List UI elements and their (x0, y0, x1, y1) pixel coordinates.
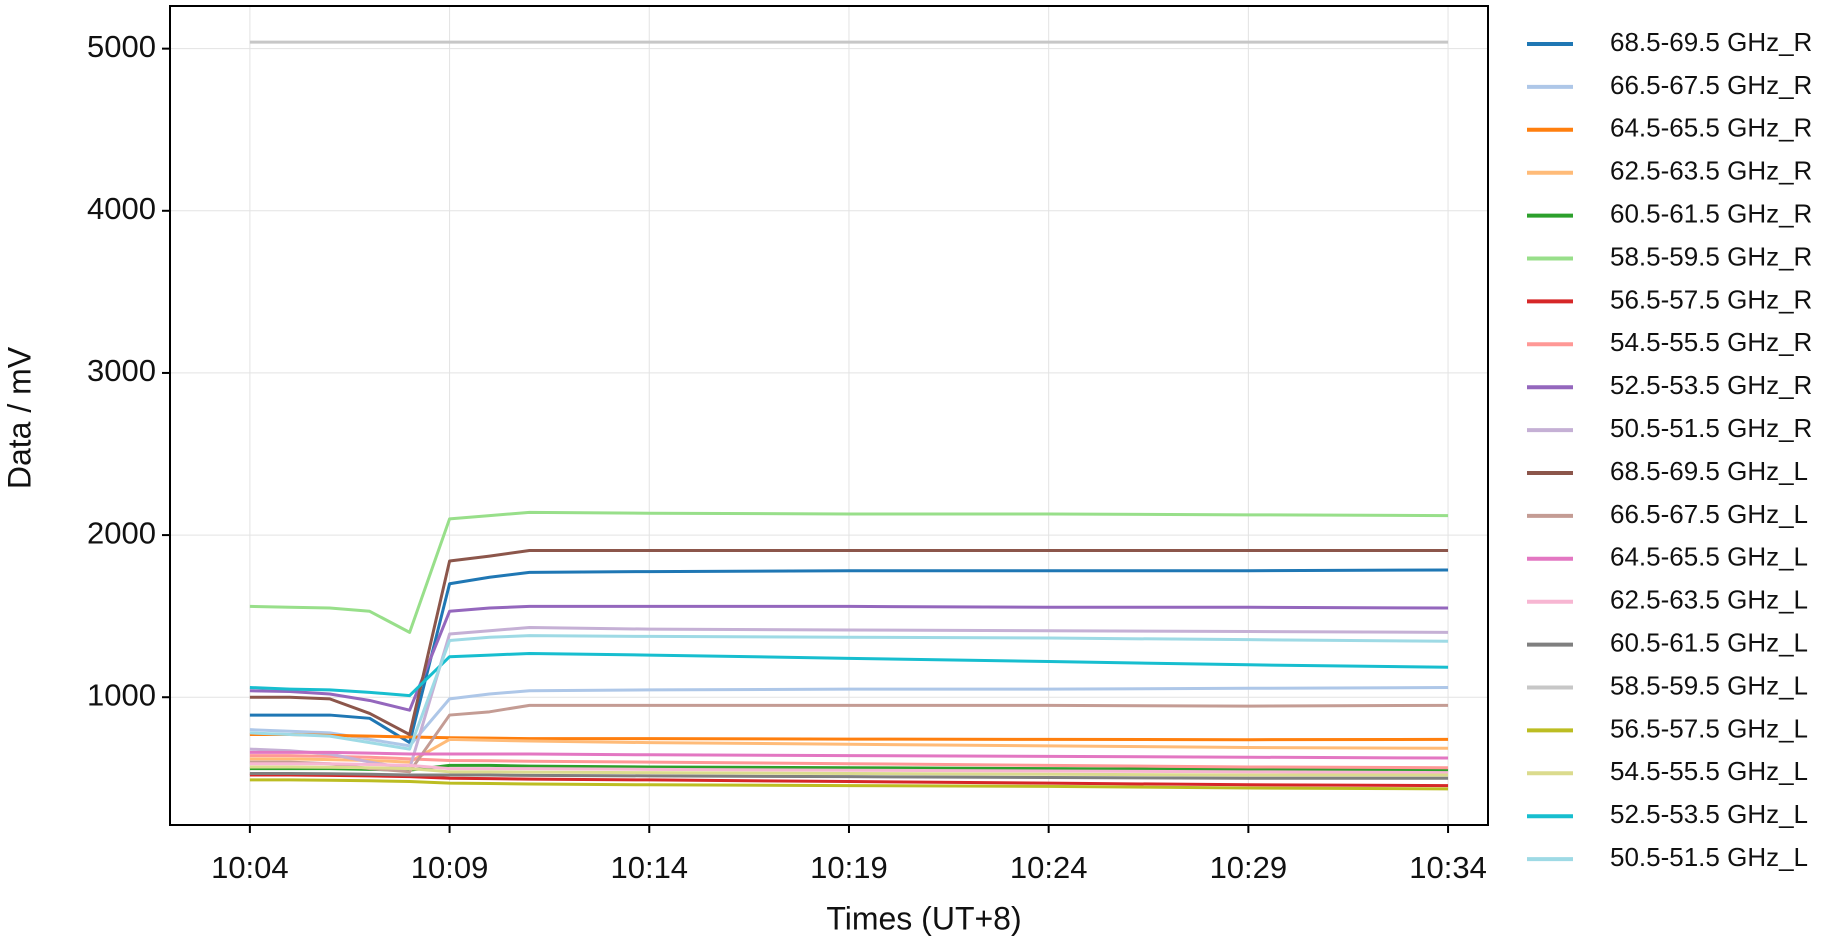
series-line (249, 510, 1449, 634)
legend-label: 60.5-61.5 GHz_L (1610, 627, 1808, 657)
legend-label: 68.5-69.5 GHz_R (1610, 27, 1812, 57)
legend-label: 58.5-59.5 GHz_R (1610, 241, 1812, 271)
series-line (249, 686, 1449, 748)
series-line (249, 634, 1449, 751)
x-axis-label: Times (UT+8) (826, 900, 1021, 936)
legend-label: 62.5-63.5 GHz_R (1610, 156, 1812, 186)
legend-label: 56.5-57.5 GHz_R (1610, 284, 1812, 314)
series-line (249, 651, 1449, 698)
x-tick-label: 10:19 (810, 850, 888, 885)
y-tick-label: 4000 (87, 191, 156, 226)
legend-label: 52.5-53.5 GHz_L (1610, 799, 1808, 829)
x-tick-label: 10:14 (610, 850, 688, 885)
legend-label: 62.5-63.5 GHz_L (1610, 585, 1808, 615)
legend-label: 50.5-51.5 GHz_L (1610, 842, 1808, 872)
series-line (249, 750, 1449, 760)
legend-label: 50.5-51.5 GHz_R (1610, 413, 1812, 443)
x-tick-label: 10:09 (411, 850, 489, 885)
legend-label: 68.5-69.5 GHz_L (1610, 456, 1808, 486)
series-line (249, 626, 1449, 771)
x-tick-label: 10:24 (1010, 850, 1088, 885)
legend-label: 64.5-65.5 GHz_L (1610, 542, 1808, 572)
legend-label: 66.5-67.5 GHz_L (1610, 499, 1808, 529)
series-line (249, 762, 1449, 775)
x-tick-label: 10:29 (1210, 850, 1288, 885)
x-tick-label: 10:34 (1409, 850, 1487, 885)
series-line (249, 604, 1449, 712)
y-axis-label: Data / mV (1, 346, 37, 489)
y-tick-label: 1000 (87, 677, 156, 712)
legend-label: 64.5-65.5 GHz_R (1610, 113, 1812, 143)
series-line (249, 568, 1449, 745)
legend-label: 54.5-55.5 GHz_R (1610, 327, 1812, 357)
series-line (249, 765, 1449, 777)
y-tick-label: 5000 (87, 29, 156, 64)
legend-label: 60.5-61.5 GHz_R (1610, 198, 1812, 228)
legend-label: 66.5-67.5 GHz_R (1610, 70, 1812, 100)
series-line (249, 548, 1449, 737)
series-line (249, 771, 1449, 780)
series-line (249, 737, 1449, 764)
y-tick-label: 2000 (87, 515, 156, 550)
plot-frame (169, 5, 1489, 826)
x-tick-label: 10:04 (211, 850, 289, 885)
legend-label: 58.5-59.5 GHz_L (1610, 670, 1808, 700)
legend-label: 52.5-53.5 GHz_R (1610, 370, 1812, 400)
series-line (249, 778, 1449, 791)
y-tick-label: 3000 (87, 353, 156, 388)
series-line (249, 754, 1449, 770)
legend-label: 56.5-57.5 GHz_L (1610, 713, 1808, 743)
series-line (249, 773, 1449, 788)
legend-label: 54.5-55.5 GHz_L (1610, 756, 1808, 786)
